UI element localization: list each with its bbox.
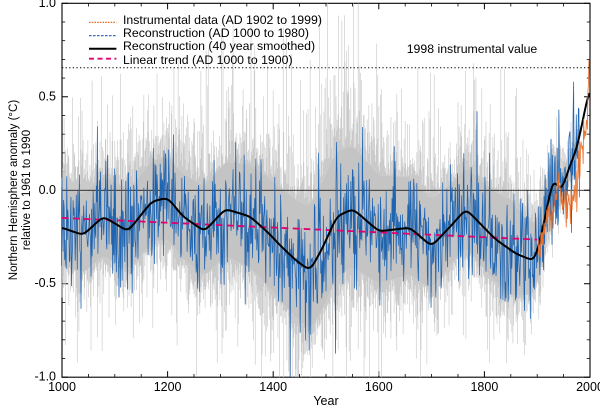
svg-text:-0.5: -0.5 [34,276,56,290]
svg-text:1400: 1400 [259,380,287,394]
svg-text:1600: 1600 [365,380,393,394]
svg-text:1200: 1200 [154,380,182,394]
svg-text:0.5: 0.5 [39,89,56,103]
svg-text:0.0: 0.0 [39,183,56,197]
svg-text:1.0: 1.0 [39,0,56,10]
svg-text:1000: 1000 [48,380,76,394]
svg-text:1800: 1800 [470,380,498,394]
svg-text:2000: 2000 [576,380,600,394]
